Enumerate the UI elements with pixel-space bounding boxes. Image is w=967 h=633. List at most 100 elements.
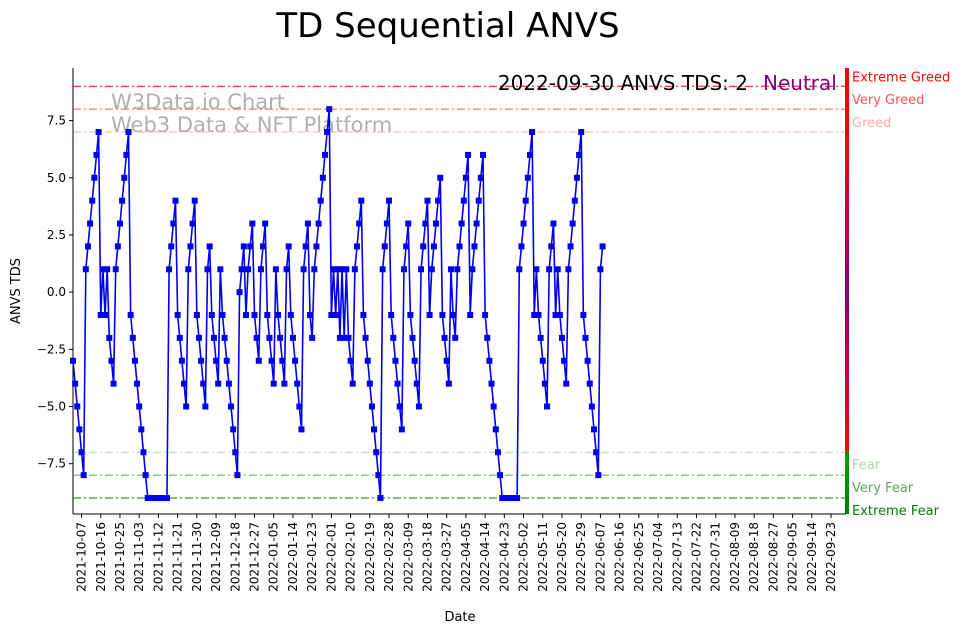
data-point	[479, 151, 486, 158]
y-tick-label: 0.0	[47, 285, 66, 299]
data-point	[183, 403, 190, 410]
x-tick-label: 2022-09-14	[805, 522, 819, 592]
level-label-fear: Fear	[852, 458, 881, 473]
x-tick-label: 2022-08-09	[728, 522, 742, 592]
y-tick-label: 5.0	[47, 171, 66, 185]
watermark-line2: Web3 Data & NFT Platform	[111, 113, 392, 137]
data-point	[360, 312, 367, 319]
x-tick-label: 2021-11-21	[171, 522, 185, 592]
data-point	[225, 380, 232, 387]
data-point	[114, 243, 121, 250]
series-anvs-tds	[70, 106, 606, 501]
data-point	[445, 380, 452, 387]
data-point	[435, 197, 442, 204]
y-tick-label: −5.0	[37, 400, 66, 414]
data-point	[537, 334, 544, 341]
data-point	[345, 334, 352, 341]
data-point	[74, 403, 81, 410]
data-point	[456, 243, 463, 250]
data-point	[242, 312, 249, 319]
data-point	[375, 472, 382, 479]
data-point	[219, 312, 226, 319]
data-point	[443, 357, 450, 364]
data-point	[257, 266, 264, 273]
data-point	[266, 334, 273, 341]
x-tick-label: 2022-07-04	[651, 522, 665, 592]
y-tick-label: 2.5	[47, 228, 66, 242]
data-point	[272, 266, 279, 273]
data-point	[452, 334, 459, 341]
data-point	[552, 312, 559, 319]
x-tick-label: 2022-02-28	[382, 522, 396, 592]
data-point	[204, 266, 211, 273]
data-point	[168, 243, 175, 250]
x-tick-label: 2022-07-13	[670, 522, 684, 592]
data-point	[332, 312, 339, 319]
data-point	[471, 243, 478, 250]
data-point	[343, 266, 350, 273]
data-point	[381, 243, 388, 250]
data-point	[281, 380, 288, 387]
level-label-very-greed: Very Greed	[852, 93, 924, 108]
data-point	[289, 334, 296, 341]
data-point	[354, 243, 360, 250]
data-point	[531, 312, 538, 319]
data-point	[240, 243, 247, 250]
data-point	[392, 357, 399, 364]
data-point	[217, 266, 224, 273]
data-point	[249, 220, 256, 227]
data-point	[407, 312, 414, 319]
x-tick-label: 2022-02-10	[344, 522, 358, 592]
data-point	[563, 380, 570, 387]
data-point	[430, 243, 437, 250]
data-point	[110, 380, 117, 387]
plot-axes	[72, 68, 846, 515]
data-point	[82, 266, 89, 273]
data-point	[486, 357, 493, 364]
data-point	[270, 380, 277, 387]
data-point	[597, 266, 604, 273]
data-point	[198, 357, 205, 364]
data-point	[580, 312, 587, 319]
x-tick-label: 2022-06-25	[632, 522, 646, 592]
data-point	[264, 312, 271, 319]
x-tick-label: 2021-12-09	[209, 522, 223, 592]
data-point	[238, 266, 245, 273]
data-point	[533, 266, 540, 273]
data-point	[279, 357, 286, 364]
data-point	[234, 472, 241, 479]
data-point	[473, 220, 480, 227]
data-point	[379, 266, 386, 273]
data-point	[571, 197, 578, 204]
data-point	[405, 220, 412, 227]
data-point	[334, 266, 341, 273]
data-point	[398, 426, 405, 433]
x-tick-label: 2022-05-02	[517, 522, 531, 592]
data-point	[358, 197, 365, 204]
data-point	[106, 334, 113, 341]
data-point	[541, 380, 548, 387]
data-point	[328, 312, 335, 319]
x-tick-label: 2022-04-05	[459, 522, 473, 592]
data-point	[561, 357, 568, 364]
data-point	[93, 151, 100, 158]
data-point	[364, 357, 371, 364]
data-point	[539, 357, 546, 364]
data-point	[72, 380, 79, 387]
data-point	[116, 220, 123, 227]
data-point	[287, 312, 294, 319]
data-point	[166, 266, 173, 273]
data-point	[567, 243, 574, 250]
data-point	[386, 197, 393, 204]
data-point	[516, 266, 523, 273]
data-point	[140, 449, 147, 456]
data-point	[559, 334, 565, 341]
data-point	[138, 426, 145, 433]
watermark-line1: W3Data.io Chart	[111, 90, 285, 114]
data-point	[544, 403, 551, 410]
data-point	[383, 220, 390, 227]
data-point	[411, 357, 418, 364]
data-point	[377, 494, 384, 501]
data-point	[573, 174, 580, 181]
x-tick-label: 2022-06-07	[593, 522, 607, 592]
